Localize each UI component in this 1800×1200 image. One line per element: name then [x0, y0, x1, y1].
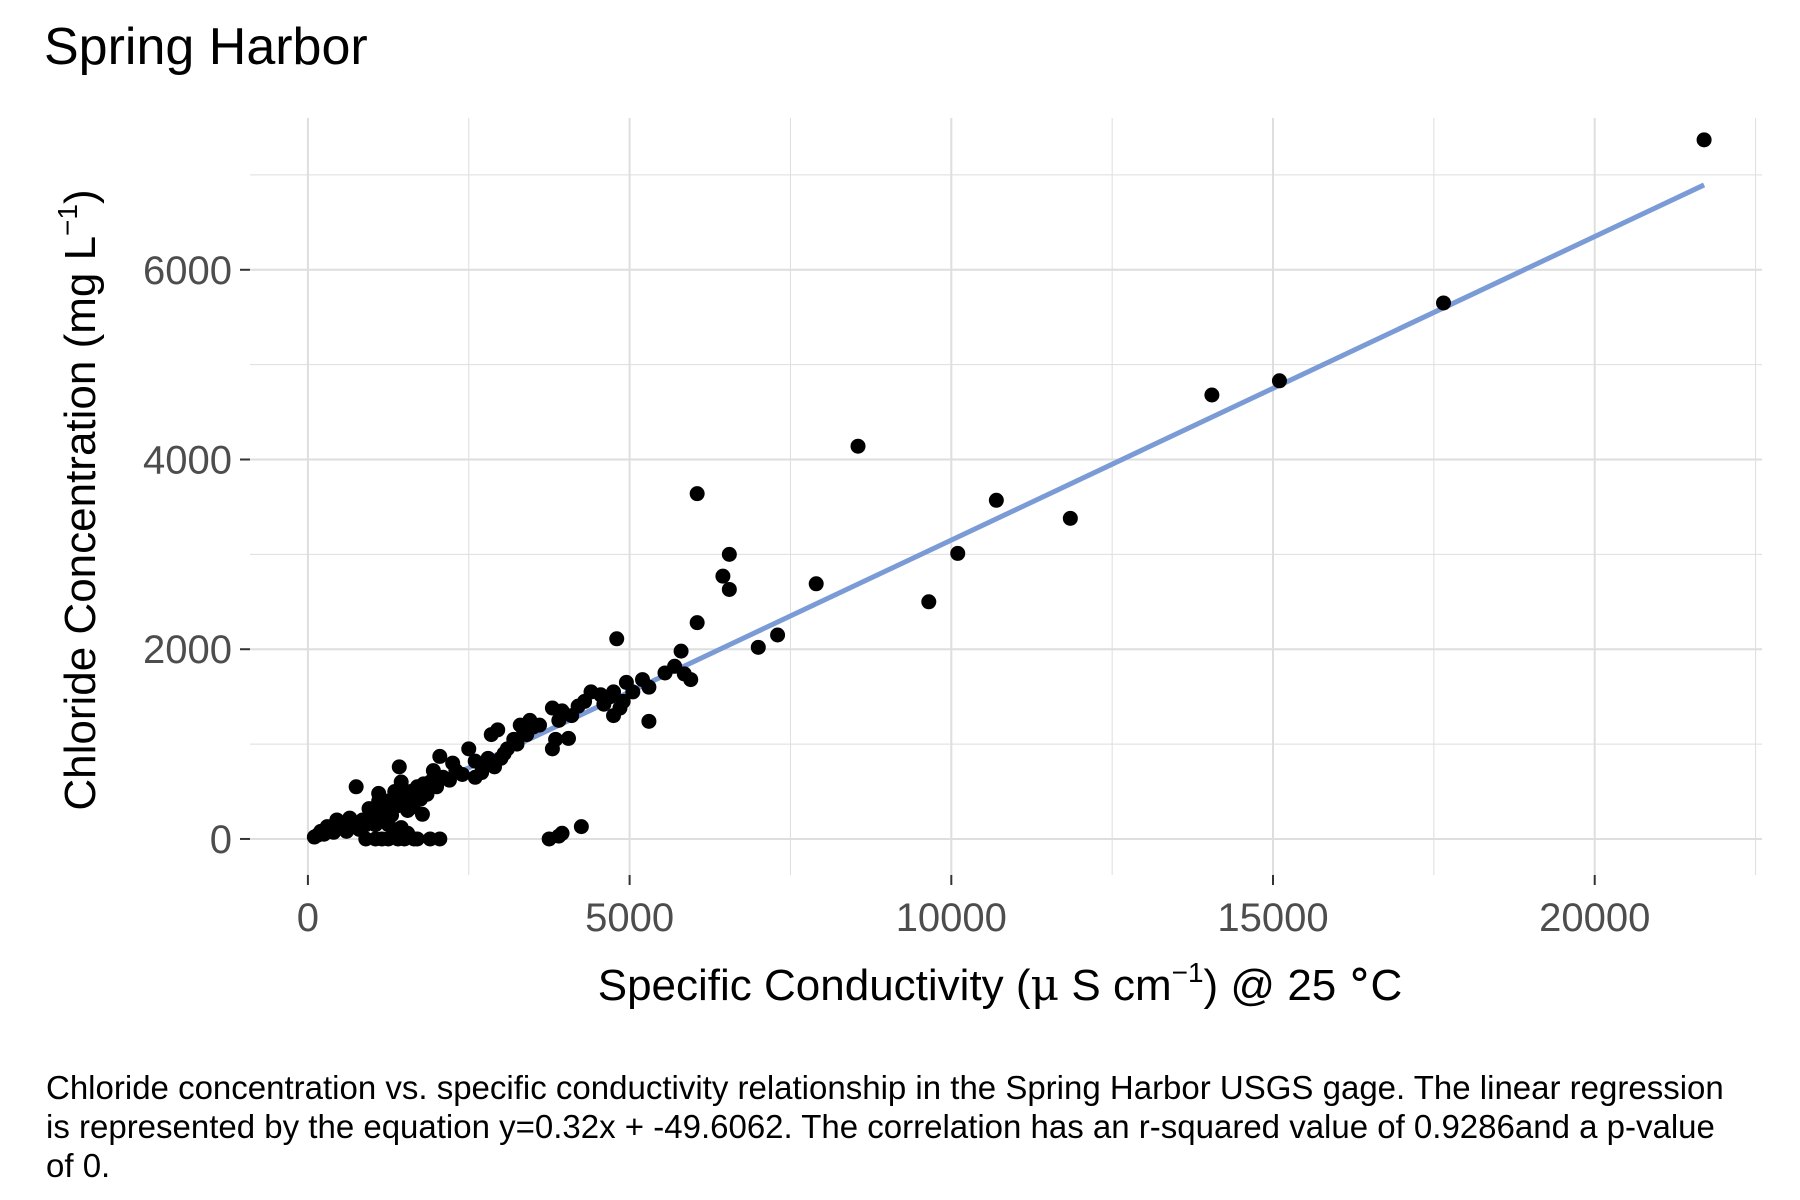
data-point	[596, 696, 612, 712]
data-point	[921, 594, 937, 610]
data-point	[721, 546, 737, 562]
x-tick-label: 5000	[585, 896, 674, 940]
data-point	[1696, 132, 1712, 148]
y-axis-title-main: Chloride Concentration (mg L	[56, 236, 105, 811]
x-tick-label: 20000	[1539, 896, 1650, 940]
y-axis-title-tail: )	[56, 189, 105, 204]
data-point	[544, 700, 560, 716]
data-point	[515, 722, 531, 738]
data-point	[380, 817, 396, 833]
x-axis-title-exponent: −1	[1172, 957, 1204, 988]
x-tick-label: 15000	[1217, 896, 1328, 940]
data-point	[391, 759, 407, 775]
data-point	[634, 672, 650, 688]
x-axis-title-tail: ) @ 25	[1204, 961, 1349, 1010]
chart-title: Spring Harbor	[44, 18, 368, 76]
data-point	[770, 627, 786, 643]
data-point	[425, 763, 441, 779]
data-point	[432, 831, 448, 847]
data-point	[1436, 295, 1452, 311]
regression-line-group	[316, 182, 1706, 842]
data-point	[1062, 510, 1078, 526]
data-point	[689, 486, 705, 502]
data-point	[808, 576, 824, 592]
data-point	[361, 801, 377, 817]
x-axis-title-main: Specific Conductivity (	[598, 961, 1031, 1010]
data-point	[560, 730, 576, 746]
data-point	[551, 712, 567, 728]
y-tick-label: 4000	[143, 439, 232, 483]
x-tick-label: 0	[297, 896, 319, 940]
x-axis-title-c: C	[1370, 961, 1402, 1010]
data-point	[673, 643, 689, 659]
data-point	[400, 825, 416, 841]
data-point	[625, 684, 641, 700]
data-point	[348, 779, 364, 795]
data-point	[306, 829, 322, 845]
y-tick-label: 0	[210, 818, 232, 862]
data-point	[641, 713, 657, 729]
data-point	[715, 568, 731, 584]
data-points	[306, 132, 1712, 847]
y-axis-title: Chloride Concentration (mg L−1)	[52, 189, 105, 810]
y-tick-label: 2000	[143, 628, 232, 672]
data-point	[573, 819, 589, 835]
axis-ticks: 0 5000 10000 15000 20000 0 2000 4000 6000	[143, 249, 1650, 940]
data-point	[544, 741, 560, 757]
data-point	[1204, 387, 1220, 403]
y-tick-label: 6000	[143, 249, 232, 293]
data-point	[445, 755, 461, 771]
data-point	[1271, 373, 1287, 389]
data-point	[750, 639, 766, 655]
data-point	[474, 765, 490, 781]
data-point	[988, 492, 1004, 508]
x-axis-title-mu: μ	[1031, 960, 1060, 1011]
data-point	[850, 438, 866, 454]
data-point	[606, 708, 622, 724]
data-point	[483, 727, 499, 743]
y-axis-title-exponent: −1	[52, 204, 83, 236]
x-tick-label: 10000	[896, 896, 1007, 940]
data-point	[467, 753, 483, 769]
data-point	[554, 825, 570, 841]
data-point	[689, 615, 705, 631]
data-point	[496, 746, 512, 762]
data-point	[403, 800, 419, 816]
data-point	[371, 785, 387, 801]
data-point	[414, 806, 430, 822]
data-point	[432, 748, 448, 764]
data-point	[609, 631, 625, 647]
x-axis-title-unit: S cm	[1059, 961, 1171, 1010]
data-point	[461, 741, 477, 757]
data-point	[721, 581, 737, 597]
data-point	[486, 759, 502, 775]
data-point	[950, 545, 966, 561]
x-axis-title: Specific Conductivity (μ S cm−1) @ 25 °C	[598, 957, 1403, 1011]
regression-line	[316, 182, 1706, 842]
data-point	[657, 665, 673, 681]
figure-caption: Chloride concentration vs. specific cond…	[46, 1069, 1724, 1184]
x-axis-title-degree: °	[1348, 960, 1370, 1011]
